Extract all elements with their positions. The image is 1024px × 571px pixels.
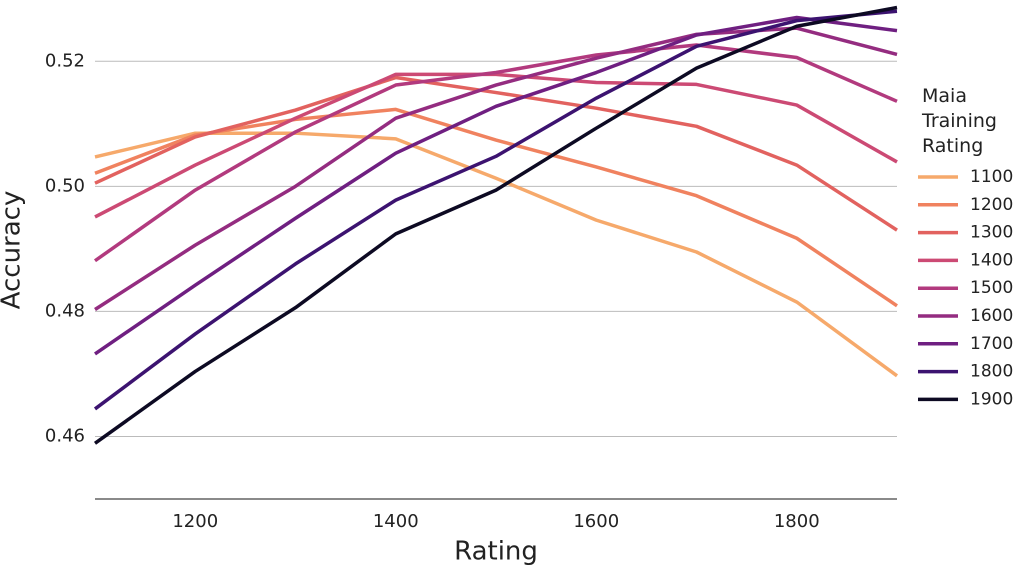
x-tick-label: 1800 <box>774 511 820 532</box>
y-tick-label: 0.52 <box>45 50 85 71</box>
legend-label: 1300 <box>970 223 1013 243</box>
series-line <box>94 15 898 356</box>
x-axis-label: Rating <box>454 537 538 567</box>
x-tick-label: 1400 <box>373 511 419 532</box>
series-line <box>94 107 898 308</box>
legend-label: 1600 <box>970 306 1013 326</box>
legend-label: 1700 <box>970 334 1013 354</box>
legend-label: 1900 <box>970 389 1013 409</box>
y-axis-label: Accuracy <box>0 191 27 310</box>
legend-label: 1800 <box>970 362 1013 382</box>
series-line <box>93 5 898 445</box>
legend-label: 1100 <box>970 167 1013 187</box>
legend-label: 1500 <box>970 278 1013 298</box>
y-tick-label: 0.46 <box>45 425 85 446</box>
series-line <box>94 75 898 232</box>
series-line <box>94 72 898 219</box>
y-tick-label: 0.50 <box>45 175 85 196</box>
series-line <box>94 131 899 378</box>
series-line <box>93 9 898 411</box>
legend-title: Maia Training Rating <box>922 85 997 157</box>
series-line <box>93 43 898 263</box>
legend-label: 1200 <box>970 195 1013 215</box>
x-tick-label: 1200 <box>172 511 218 532</box>
series-line <box>94 26 898 312</box>
x-tick-label: 1600 <box>573 511 619 532</box>
legend-label: 1400 <box>970 250 1013 270</box>
y-tick-label: 0.48 <box>45 300 85 321</box>
